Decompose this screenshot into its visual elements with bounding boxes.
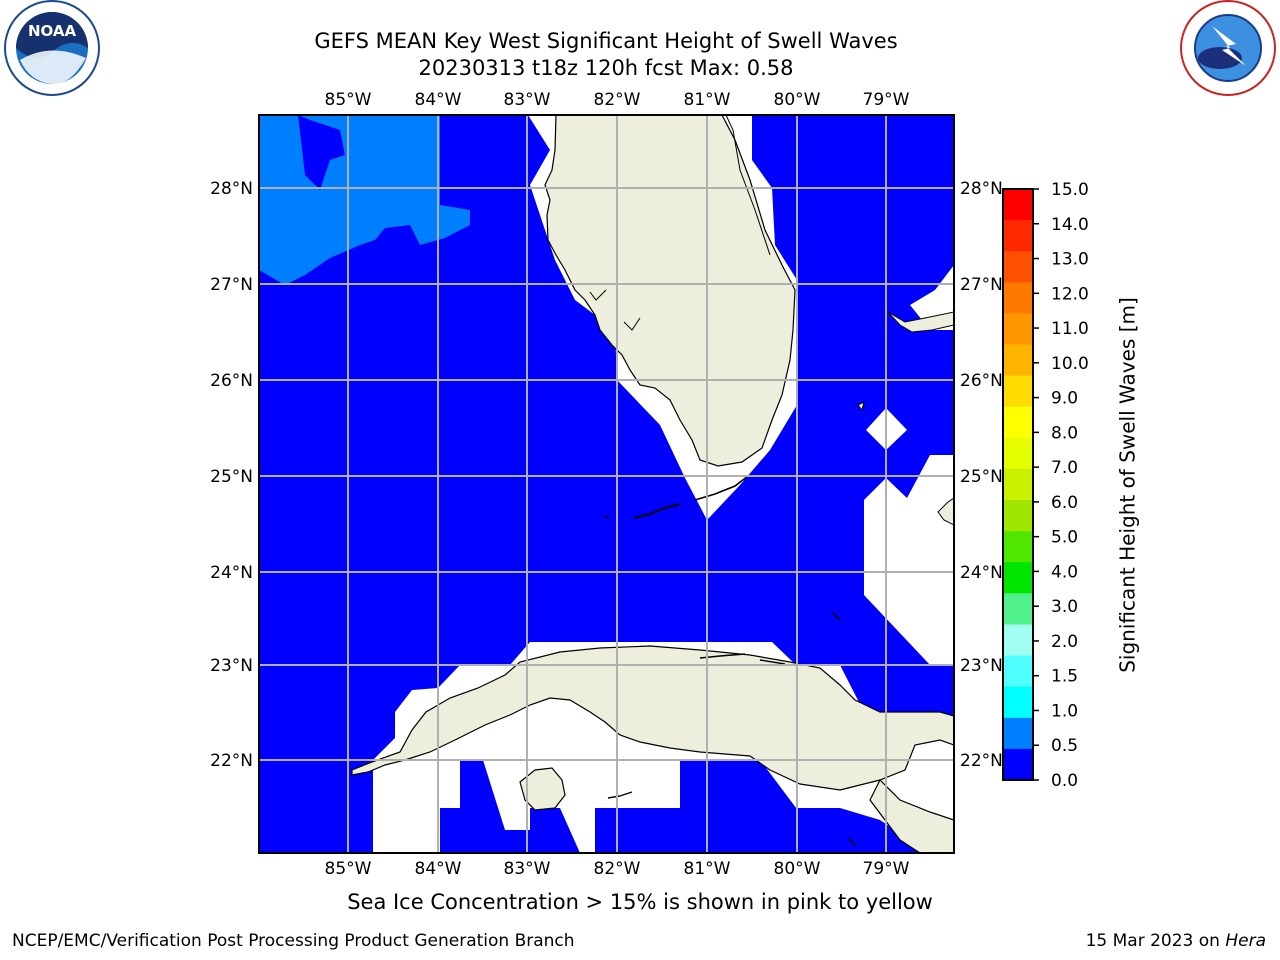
map-frame (258, 114, 955, 854)
lon-label: 82°W (594, 859, 641, 879)
lat-label: 26°N (210, 371, 253, 391)
map-gridlines (259, 115, 954, 853)
lat-label: 24°N (210, 563, 253, 583)
noaa-logo: NOAA (4, 0, 100, 96)
colorbar-tick-label: 6.0 (1051, 493, 1078, 513)
colorbar-swatch (1003, 406, 1033, 439)
isla-de-la-juventud (519, 767, 566, 811)
footer-credit: NCEP/EMC/Verification Post Processing Pr… (12, 931, 575, 951)
colorbar-tick-label: 1.0 (1051, 701, 1078, 721)
lat-label: 24°N (960, 563, 1003, 583)
colorbar-tick-label: 0.5 (1051, 736, 1078, 756)
lat-labels-left: 28°N 27°N 26°N 25°N 24°N 23°N 22°N (210, 179, 253, 771)
lat-labels-right: 28°N 27°N 26°N 25°N 24°N 23°N 22°N (960, 179, 1003, 771)
colorbar-tick-label: 15.0 (1051, 180, 1089, 200)
lon-label: 80°W (774, 859, 821, 879)
lon-label: 84°W (415, 90, 462, 110)
lon-label: 85°W (325, 90, 372, 110)
lon-labels-top: 85°W 84°W 83°W 82°W 81°W 80°W 79°W (325, 90, 910, 110)
lat-label: 25°N (210, 467, 253, 487)
lon-label: 80°W (774, 90, 821, 110)
lat-label: 27°N (210, 275, 253, 295)
colorbar-tick-label: 11.0 (1051, 319, 1089, 339)
colorbar-swatch (1003, 313, 1033, 346)
colorbar-tick-label: 5.0 (1051, 528, 1078, 548)
colorbar-swatch (1003, 717, 1033, 750)
florida-land (544, 115, 796, 467)
colorbar-label: Significant Height of Swell Waves [m] (1115, 297, 1140, 673)
colorbar-swatch (1003, 375, 1033, 408)
lon-labels-bottom: 85°W 84°W 83°W 82°W 81°W 80°W 79°W (325, 859, 910, 879)
colorbar-swatch (1003, 189, 1033, 221)
colorbar-swatch (1003, 686, 1033, 719)
colorbar-swatch (1003, 748, 1033, 781)
colorbar-tick-label: 2.0 (1051, 632, 1078, 652)
colorbar-tick-label: 9.0 (1051, 389, 1078, 409)
colorbar-tick-label: 0.0 (1051, 771, 1078, 791)
lat-label: 23°N (960, 656, 1003, 676)
colorbar-swatch (1003, 468, 1033, 501)
lon-label: 81°W (684, 859, 731, 879)
colorbar: 15.0 14.0 13.0 12.0 11.0 10.0 9.0 8.0 7.0 6.0 5.0 4… (1002, 180, 1089, 791)
colorbar-swatch (1003, 562, 1033, 594)
colorbar-tick-label: 7.0 (1051, 458, 1078, 478)
lon-label: 84°W (415, 859, 462, 879)
lon-label: 82°W (594, 90, 641, 110)
lat-label: 27°N (960, 275, 1003, 295)
noaa-logo-text: NOAA (28, 22, 77, 40)
colorbar-swatch (1003, 344, 1033, 377)
colorbar-tick-label: 1.5 (1051, 667, 1078, 687)
lat-label: 22°N (960, 751, 1003, 771)
footer-host: Hera (1225, 931, 1266, 951)
nws-logo (1180, 0, 1276, 96)
lon-label: 85°W (325, 859, 372, 879)
colorbar-swatch (1003, 282, 1033, 314)
sea-ice-note: Sea Ice Concentration > 15% is shown in … (347, 890, 933, 914)
colorbar-swatch (1003, 437, 1033, 470)
lon-label: 81°W (684, 90, 731, 110)
colorbar-swatch (1003, 500, 1033, 532)
lon-label: 83°W (504, 859, 551, 879)
footer-date: 15 Mar 2023 on Hera (1086, 931, 1266, 951)
cuba-land (351, 645, 954, 791)
colorbar-swatch (1003, 531, 1033, 563)
colorbar-swatch (1003, 655, 1033, 688)
colorbar-tick-label: 4.0 (1051, 562, 1078, 582)
map-area (259, 115, 954, 853)
lat-label: 23°N (210, 656, 253, 676)
lat-label: 28°N (960, 179, 1003, 199)
colorbar-frame (1002, 188, 1034, 781)
colorbar-swatch (1003, 624, 1033, 657)
colorbar-tick-label: 3.0 (1051, 597, 1078, 617)
lat-label: 22°N (210, 751, 253, 771)
colorbar-swatch (1003, 593, 1033, 625)
colorbar-swatch (1003, 251, 1033, 283)
colorbar-swatch (1003, 220, 1033, 252)
chart-subtitle: 20230313 t18z 120h fcst Max: 0.58 (418, 56, 794, 80)
footer-date-text: 15 Mar 2023 on (1085, 931, 1220, 951)
colorbar-tick-label: 12.0 (1051, 284, 1089, 304)
colorbar-tick-label: 8.0 (1051, 423, 1078, 443)
lat-label: 28°N (210, 179, 253, 199)
lon-label: 79°W (863, 859, 910, 879)
colorbar-tick-label: 10.0 (1051, 354, 1089, 374)
chart-title: GEFS MEAN Key West Significant Height of… (314, 29, 898, 53)
colorbar-tick-label: 13.0 (1051, 250, 1089, 270)
lon-label: 83°W (504, 90, 551, 110)
colorbar-tick-label: 14.0 (1051, 215, 1089, 235)
lon-label: 79°W (863, 90, 910, 110)
lat-label: 26°N (960, 371, 1003, 391)
lat-label: 25°N (960, 467, 1003, 487)
